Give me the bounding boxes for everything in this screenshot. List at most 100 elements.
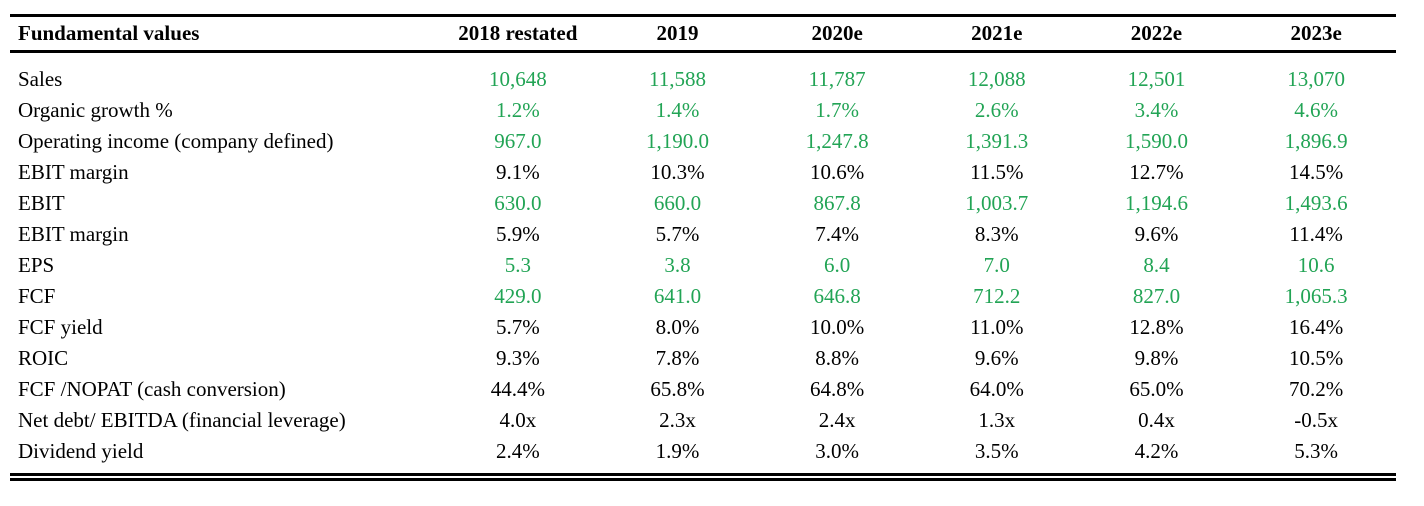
document-sheet: Fundamental values 2018 restated 2019 2020… bbox=[10, 14, 1396, 481]
cell-value: 10.6% bbox=[810, 160, 865, 184]
cell-value: 1,194.6 bbox=[1124, 191, 1188, 215]
cell-value: 8.4 bbox=[1143, 253, 1170, 277]
cell-value: 7.0 bbox=[983, 253, 1010, 277]
cell-value: 9.6% bbox=[1134, 222, 1179, 246]
cell-value: 1.4% bbox=[655, 98, 700, 122]
fundamental-values-table: Fundamental values 2018 restated 2019 2020… bbox=[10, 14, 1396, 481]
cell-value: 7.8% bbox=[655, 346, 700, 370]
column-header: 2021e bbox=[916, 15, 1077, 53]
row-label: EBIT bbox=[18, 191, 65, 215]
cell-value: 3.4% bbox=[1134, 98, 1179, 122]
cell-value: 12,501 bbox=[1127, 67, 1186, 91]
cell-value: 9.6% bbox=[974, 346, 1019, 370]
cell-value: 11.0% bbox=[970, 315, 1024, 339]
cell-value: 12.8% bbox=[1129, 315, 1184, 339]
cell-value: 1.3x bbox=[978, 408, 1016, 432]
cell-value: 65.0% bbox=[1129, 377, 1184, 401]
cell-value: 5.3 bbox=[504, 253, 531, 277]
cell-value: 867.8 bbox=[813, 191, 861, 215]
cell-value: 2.3x bbox=[659, 408, 696, 432]
cell-value: 44.4% bbox=[490, 377, 545, 401]
table-title: Fundamental values bbox=[10, 15, 438, 53]
cell-value: 8.0% bbox=[655, 315, 700, 339]
cell-value: 14.5% bbox=[1289, 160, 1344, 184]
cell-value: 660.0 bbox=[653, 191, 702, 215]
table-row: Sales 10,648 11,588 11,787 12,088 12,501 13,07… bbox=[10, 52, 1396, 96]
cell-value: 5.9% bbox=[495, 222, 540, 246]
table-row: FCF yield 5.7% 8.0% 10.0% 11.0% 12.8% 16.4% bbox=[10, 312, 1396, 343]
cell-value: 11,787 bbox=[808, 67, 866, 91]
table-body: Sales 10,648 11,588 11,787 12,088 12,501 13,07… bbox=[10, 52, 1396, 478]
cell-value: 1,590.0 bbox=[1124, 129, 1188, 153]
table-header: Fundamental values 2018 restated 2019 2020… bbox=[10, 15, 1396, 53]
cell-value: 9.8% bbox=[1134, 346, 1179, 370]
cell-value: 641.0 bbox=[653, 284, 702, 308]
cell-value: 5.7% bbox=[655, 222, 700, 246]
cell-value: 1,247.8 bbox=[805, 129, 869, 153]
cell-value: 10.3% bbox=[650, 160, 705, 184]
cell-value: 2.6% bbox=[974, 98, 1019, 122]
cell-value: 64.0% bbox=[969, 377, 1024, 401]
cell-value: 630.0 bbox=[494, 191, 542, 215]
cell-value: 64.8% bbox=[810, 377, 865, 401]
cell-value: -0.5x bbox=[1294, 408, 1339, 432]
cell-value: 12,088 bbox=[967, 67, 1026, 91]
cell-value: 646.8 bbox=[813, 284, 861, 308]
cell-value: 16.4% bbox=[1289, 315, 1344, 339]
table-row: ROIC 9.3% 7.8% 8.8% 9.6% 9.8% 10.5% bbox=[10, 343, 1396, 374]
row-label: Net debt/ EBITDA (financial leverage) bbox=[18, 408, 346, 432]
header-row: Fundamental values 2018 restated 2019 2020… bbox=[10, 15, 1396, 53]
table-row: EPS 5.3 3.8 6.0 7.0 8.4 10.6 bbox=[10, 250, 1396, 281]
cell-value: 11,588 bbox=[648, 67, 706, 91]
column-header: 2022e bbox=[1076, 15, 1237, 53]
cell-value: 1,065.3 bbox=[1284, 284, 1348, 308]
cell-value: 4.2% bbox=[1134, 439, 1179, 463]
row-label: FCF yield bbox=[18, 315, 103, 339]
cell-value: 1.2% bbox=[495, 98, 540, 122]
column-header: 2020e bbox=[757, 15, 917, 53]
row-label: Operating income (company defined) bbox=[18, 129, 334, 153]
cell-value: 1.9% bbox=[655, 439, 700, 463]
cell-value: 6.0 bbox=[824, 253, 851, 277]
cell-value: 5.3% bbox=[1294, 439, 1339, 463]
cell-value: 712.2 bbox=[973, 284, 1021, 308]
row-label: EBIT margin bbox=[18, 222, 129, 246]
cell-value: 11.5% bbox=[970, 160, 1024, 184]
cell-value: 70.2% bbox=[1289, 377, 1344, 401]
column-header: 2018 restated bbox=[438, 15, 598, 53]
cell-value: 9.1% bbox=[495, 160, 540, 184]
cell-value: 12.7% bbox=[1129, 160, 1184, 184]
cell-value: 10.0% bbox=[810, 315, 865, 339]
cell-value: 3.8 bbox=[664, 253, 691, 277]
cell-value: 1,391.3 bbox=[965, 129, 1029, 153]
table-row: FCF /NOPAT (cash conversion) 44.4% 65.8% 64… bbox=[10, 374, 1396, 405]
cell-value: 1,493.6 bbox=[1284, 191, 1348, 215]
cell-value: 8.3% bbox=[974, 222, 1019, 246]
cell-value: 1,003.7 bbox=[965, 191, 1029, 215]
row-label: Dividend yield bbox=[18, 439, 144, 463]
cell-value: 1.7% bbox=[815, 98, 860, 122]
cell-value: 11.4% bbox=[1289, 222, 1343, 246]
table-row: EBIT 630.0 660.0 867.8 1,003.7 1,194.6 1,493.6 bbox=[10, 188, 1396, 219]
row-label: EBIT margin bbox=[18, 160, 129, 184]
cell-value: 13,070 bbox=[1287, 67, 1346, 91]
cell-value: 1,190.0 bbox=[645, 129, 709, 153]
table-row: EBIT margin 5.9% 5.7% 7.4% 8.3% 9.6% 11.4% bbox=[10, 219, 1396, 250]
row-label: FCF bbox=[18, 284, 56, 308]
column-header: 2023e bbox=[1236, 15, 1396, 53]
cell-value: 5.7% bbox=[495, 315, 540, 339]
table-row: Dividend yield 2.4% 1.9% 3.0% 3.5% 4.2% 5.3% bbox=[10, 436, 1396, 477]
column-header: 2019 bbox=[597, 15, 758, 53]
table-row: FCF 429.0 641.0 646.8 712.2 827.0 1,065.3 bbox=[10, 281, 1396, 312]
cell-value: 827.0 bbox=[1132, 284, 1181, 308]
cell-value: 65.8% bbox=[650, 377, 705, 401]
cell-value: 3.5% bbox=[974, 439, 1019, 463]
cell-value: 8.8% bbox=[815, 346, 860, 370]
cell-value: 2.4x bbox=[818, 408, 856, 432]
cell-value: 0.4x bbox=[1138, 408, 1175, 432]
row-label: ROIC bbox=[18, 346, 69, 370]
cell-value: 429.0 bbox=[494, 284, 542, 308]
cell-value: 3.0% bbox=[815, 439, 860, 463]
cell-value: 7.4% bbox=[815, 222, 860, 246]
row-label: EPS bbox=[18, 253, 55, 277]
